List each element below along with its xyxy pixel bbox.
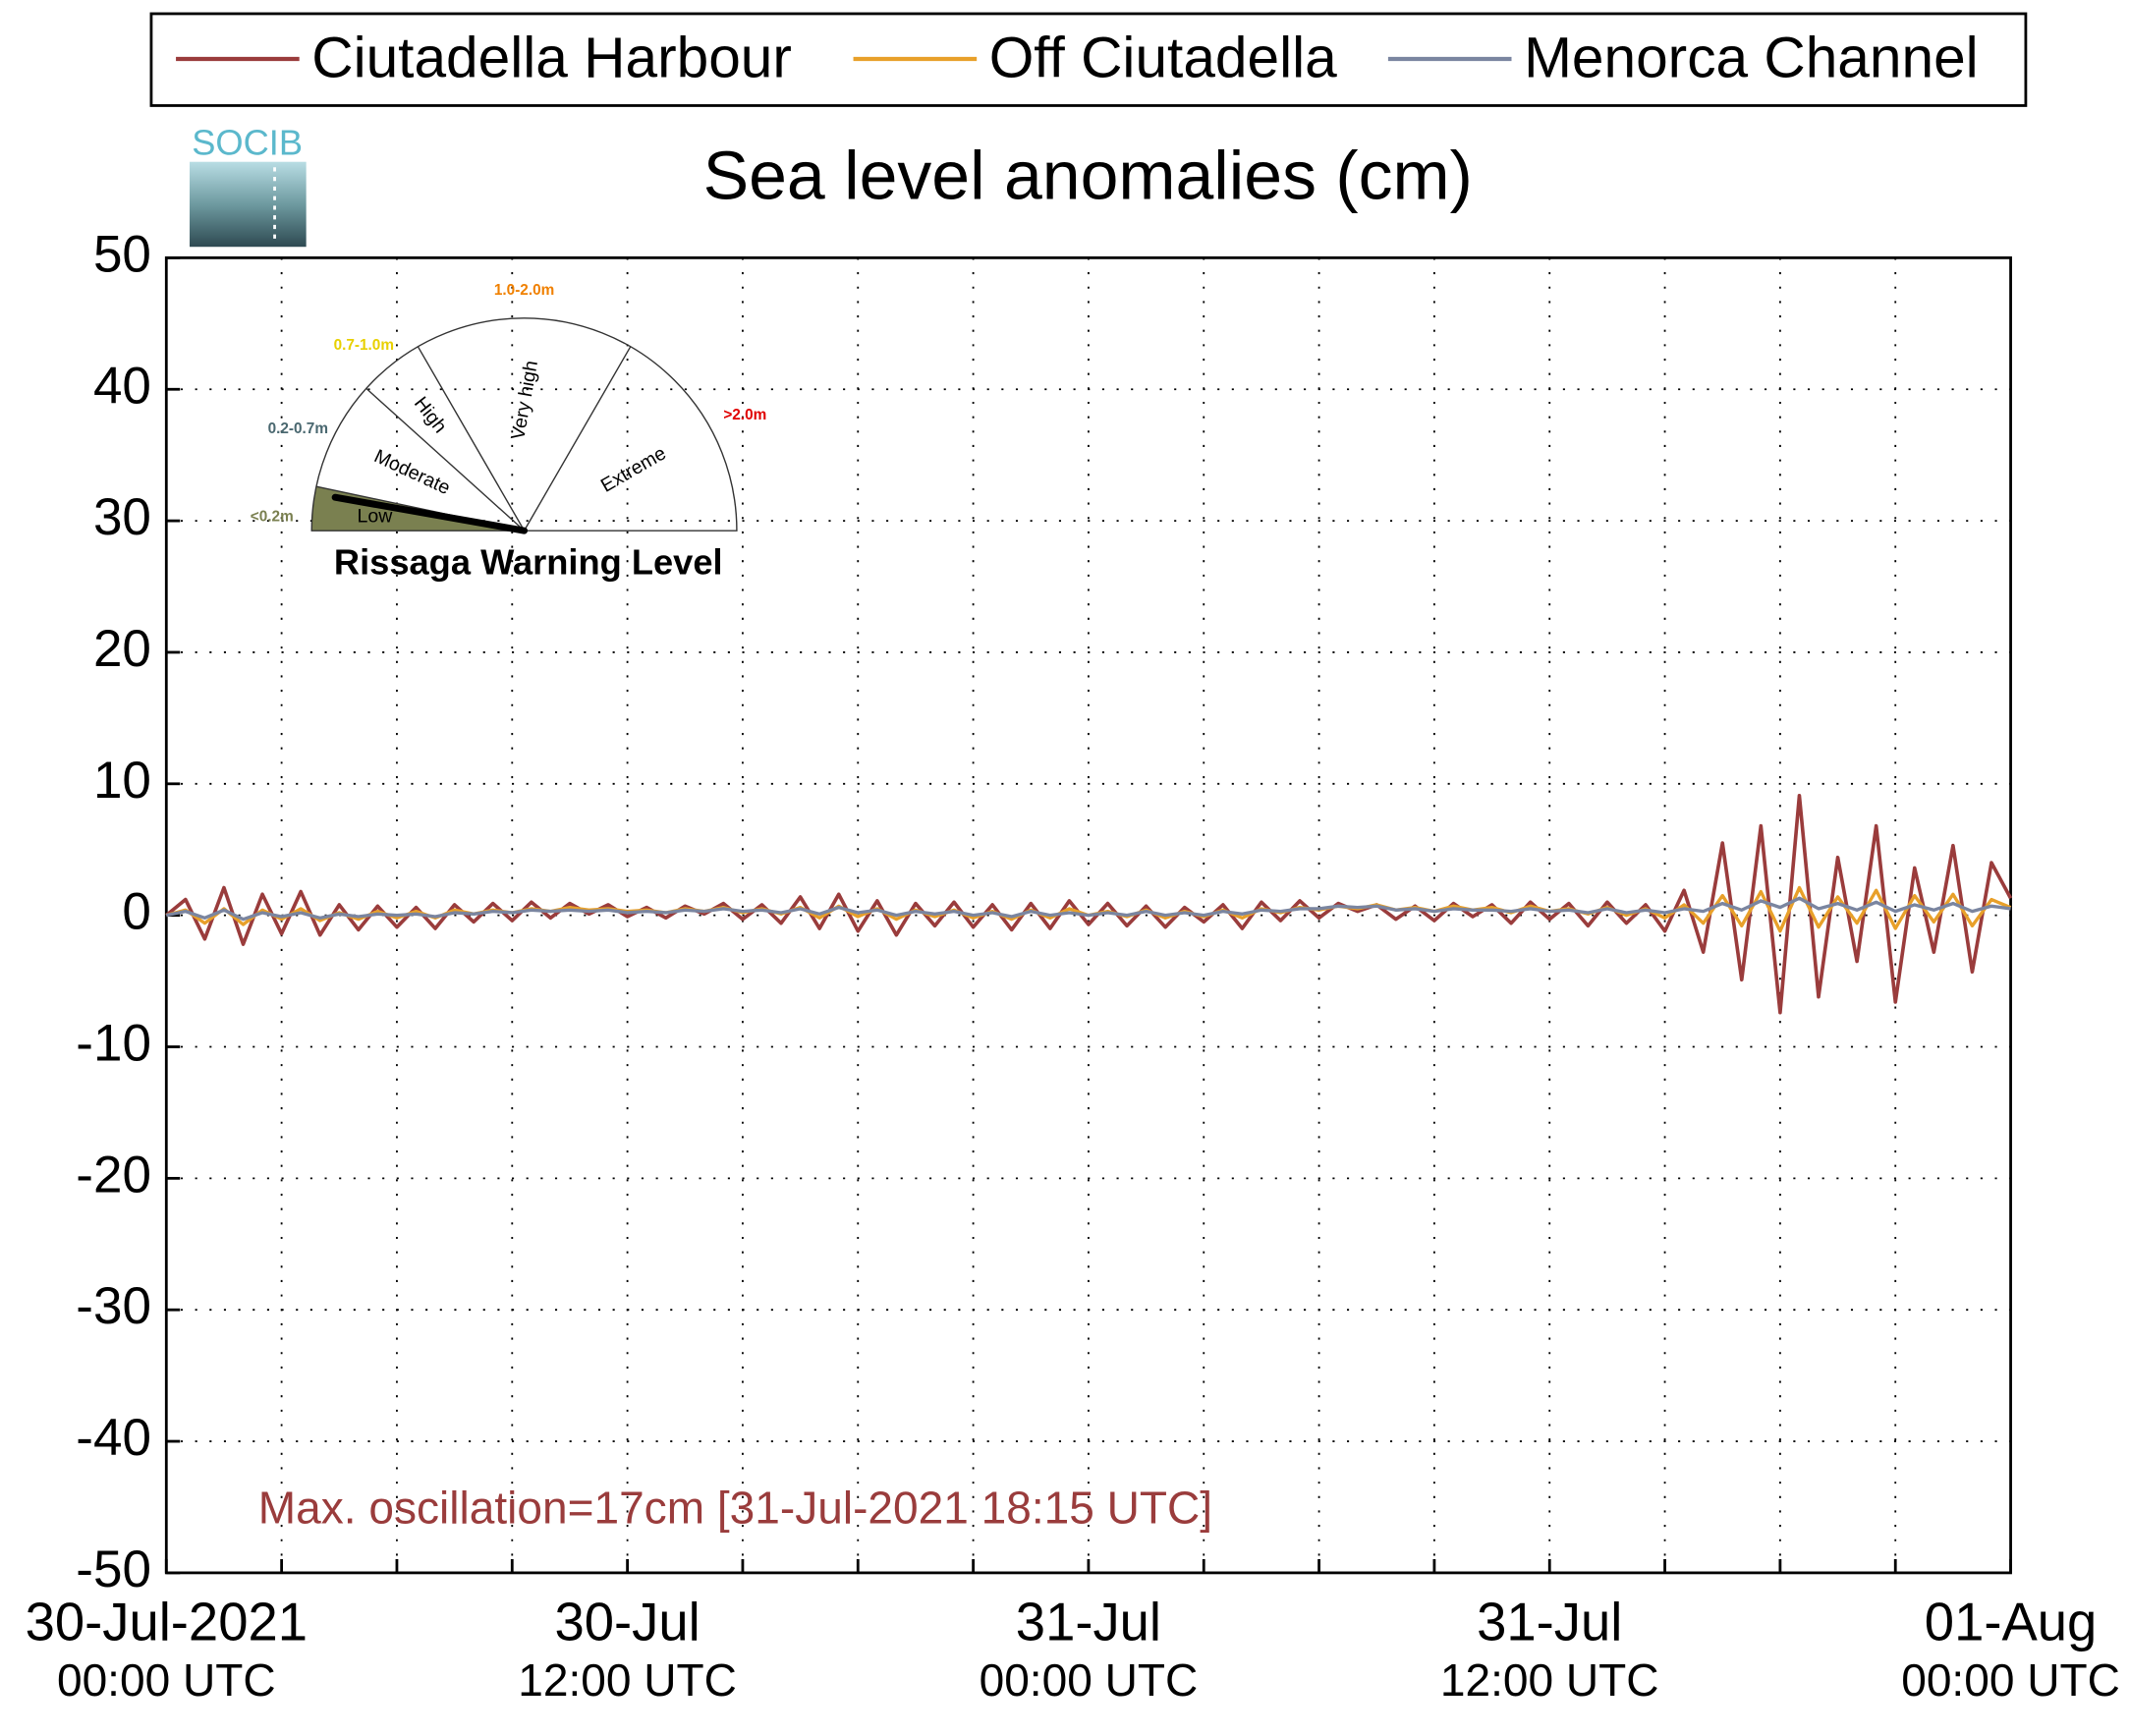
- gauge-level-range: 1.0-2.0m: [494, 282, 554, 299]
- plot-layer: 50403020100-10-20-30-40-5030-Jul-202100:…: [26, 225, 2120, 1706]
- y-tick-label: 40: [93, 357, 151, 415]
- x-tick-label: 31-Jul: [1477, 1593, 1622, 1652]
- logo-image: [190, 161, 307, 248]
- x-tick-label: 00:00 UTC: [57, 1654, 276, 1706]
- gauge-level-range: <0.2m: [251, 508, 294, 525]
- series-line: [165, 896, 2011, 922]
- gauge-level-name: Low: [358, 505, 394, 527]
- legend-box: [149, 12, 2028, 107]
- gauge-outline: [310, 317, 738, 532]
- gauge-level-range: 0.2-0.7m: [268, 420, 328, 437]
- gauge-divider: [417, 346, 526, 532]
- gauge-divider: [365, 387, 526, 532]
- x-tick-label: 30-Jul: [554, 1593, 700, 1652]
- chart-title: Sea level anomalies (cm): [703, 138, 1473, 214]
- x-tick-label: 00:00 UTC: [980, 1654, 1199, 1706]
- logo-text: SOCIB: [192, 123, 303, 163]
- y-tick-label: -40: [76, 1409, 151, 1467]
- gauge-title: Rissaga Warning Level: [334, 542, 723, 583]
- x-tick-label: 30-Jul-2021: [26, 1593, 308, 1652]
- x-tick-label: 31-Jul: [1016, 1593, 1161, 1652]
- x-tick-label: 01-Aug: [1925, 1593, 2098, 1652]
- legend-label: Menorca Channel: [1524, 26, 1979, 89]
- y-tick-label: 0: [122, 883, 151, 941]
- gauge-divider: [523, 346, 632, 532]
- y-tick-label: -20: [76, 1146, 151, 1204]
- y-tick-label: -50: [76, 1540, 151, 1598]
- y-tick-label: -10: [76, 1015, 151, 1073]
- annotation: Max. oscillation=17cm [31-Jul-2021 18:15…: [258, 1482, 1212, 1533]
- x-tick-label: 12:00 UTC: [518, 1654, 737, 1706]
- gauge-level-range: 0.7-1.0m: [334, 337, 394, 354]
- legend-label: Off Ciutadella: [989, 26, 1337, 89]
- y-tick-label: 30: [93, 488, 151, 546]
- y-tick-label: 20: [93, 620, 151, 678]
- y-tick-label: -30: [76, 1277, 151, 1335]
- gauge-needle: [331, 493, 529, 534]
- y-tick-label: 50: [93, 225, 151, 283]
- gauge-level-range: >2.0m: [723, 407, 766, 423]
- series-line: [165, 794, 2013, 1015]
- legend-label: Ciutadella Harbour: [311, 26, 792, 89]
- x-tick-label: 00:00 UTC: [1901, 1654, 2120, 1706]
- y-tick-label: 10: [93, 752, 151, 810]
- x-tick-label: 12:00 UTC: [1440, 1654, 1659, 1706]
